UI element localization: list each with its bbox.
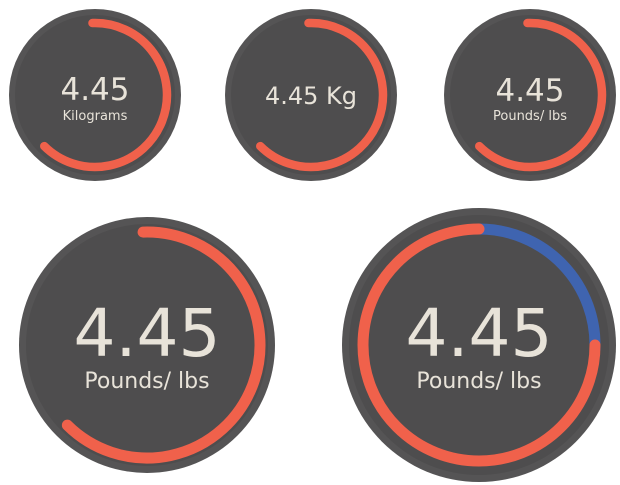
gauge-progress-arc [357,223,601,467]
gauge-kg-inline: 4.45 Kg [225,9,397,181]
gauge-face [15,15,175,175]
gauge-value-label: 4.45 Kg [265,82,357,110]
gauge-face [26,224,268,466]
gauge-unit-label: Pounds/ lbs [416,369,541,394]
gauge-face [231,15,391,175]
gauge-unit-label: Kilograms [63,109,128,124]
gauge-pounds-small: 4.45 Pounds/ lbs [444,9,616,181]
gauge-face [450,15,610,175]
gauge-kilograms: 4.45 Kilograms [9,9,181,181]
gauge-pounds-large: 4.45 Pounds/ lbs [19,217,275,473]
gauge-progress-arc [256,18,388,172]
gauge-pounds-large-full: 4.45 Pounds/ lbs [342,208,616,482]
gauge-remainder-arc [473,223,601,355]
gauge-face [349,215,609,475]
gauge-value-label: 4.45 [495,73,564,109]
gauge-unit-label: Pounds/ lbs [84,369,209,394]
gauge-value-label: 4.45 [60,72,129,108]
gauge-progress-arc [475,18,607,172]
gauge-value-label: 4.45 [74,295,221,372]
gauge-unit-label: Pounds/ lbs [493,109,567,124]
gauge-progress-arc [61,226,266,464]
gauge-progress-arc [40,18,172,172]
gauge-value-label: 4.45 [406,295,553,372]
